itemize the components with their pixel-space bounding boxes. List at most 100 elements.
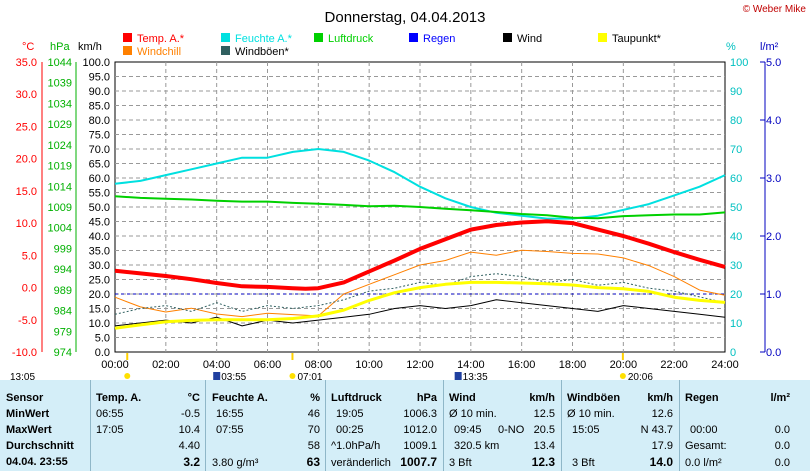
legend-label: Regen [423,33,455,45]
series-line-taupunkt [114,280,726,330]
press-min-value: 1006.3 [403,408,437,420]
event-markers: 13:05 03:55 07:01 13:35 20:06 [10,353,653,380]
rain-max-value: 0.0 [774,424,790,436]
wind-avg-value: 13.4 [533,440,555,452]
series-line-feuchte-a [114,148,726,220]
summary-table: Sensor MinWert MaxWert Durchschnitt 04.0… [0,380,810,471]
pressure-tick-label: 989 [54,285,72,297]
gust-min-value: 12.6 [651,408,673,420]
press-max-value: 1012.0 [403,424,437,436]
column-divider [561,380,562,471]
moon-icon [213,372,221,380]
event-time-label: 03:55 [221,372,246,380]
hum-avg-value: 58 [307,440,320,452]
rain-current-value: 0.0 [774,457,790,469]
temp-unit: °C [187,392,200,404]
wind-tick-label: 25.0 [89,275,110,287]
hum-max-time: 07:55 [216,424,244,436]
press-avg-value: 1009.1 [403,440,437,452]
legend-label: Luftdruck [328,33,374,45]
temp-tick-label: 30.0 [16,89,37,101]
x-tick-label: 16:00 [508,359,536,371]
event-time-label: 13:35 [463,372,488,380]
humidity-tick-label: 40 [730,231,742,243]
hum-title: Feuchte A. [212,392,268,404]
rain-tick-label: 5.0 [766,57,781,69]
temp-current-value: 3.2 [183,455,200,469]
wind-tick-label: 30.0 [89,260,110,272]
pressure-tick-label: 1014 [48,181,72,193]
series-line-wind [114,299,726,327]
temp-tick-label: -10.0 [12,347,37,359]
event-time-label: 13:05 [10,372,35,380]
series-line-windchill [114,249,726,318]
rain-tick-label: 4.0 [766,115,781,127]
legend-swatch [123,46,132,55]
hum-min-value: 46 [307,408,320,420]
legend-swatch [123,33,132,42]
legend-swatch [598,33,607,42]
y-tick-labels: 35.0 30.0 25.0 20.0 15.0 10.0 5.0 0.0 -5.0 -10.0 1… [12,57,781,359]
press-current-label: veränderlich [331,457,391,469]
wind-tick-label: 85.0 [89,101,110,113]
temp-max-time: 17:05 [96,424,124,436]
x-tick-label: 04:00 [203,359,231,371]
temp-tick-label: 10.0 [16,218,37,230]
press-current-value: 1007.7 [400,455,437,469]
gust-max-value: N 43.7 [640,424,673,436]
gust-current-value: 14.0 [649,455,673,469]
x-tick-label: 20:00 [610,359,638,371]
humidity-tick-label: 20 [730,289,742,301]
wind-current-beaufort: 3 Bft [449,457,472,469]
humidity-tick-label: 70 [730,144,742,156]
column-divider [443,380,444,471]
row-label-max: MaxWert [6,424,52,436]
pressure-tick-label: 1029 [48,119,72,131]
temp-tick-label: 20.0 [16,154,37,166]
humidity-tick-label: 80 [730,115,742,127]
copyright-label: © Weber Mike [743,4,807,15]
x-tick-label: 02:00 [152,359,180,371]
temp-axis-unit: °C [22,41,34,53]
wind-tick-label: 40.0 [89,231,110,243]
row-label-avg: Durchschnitt [6,440,74,452]
wind-max-value: 20.5 [533,424,555,436]
pressure-tick-label: 1034 [48,98,72,110]
wind-tick-label: 95.0 [89,72,110,84]
humidity-tick-label: 100 [730,57,748,69]
wind-axis-unit: km/h [78,41,102,53]
pressure-tick-label: 984 [54,306,72,318]
temp-tick-label: -5.0 [18,315,37,327]
rain-axis-unit: l/m² [760,41,779,53]
temp-avg-value: 4.40 [178,440,200,452]
gust-title: Windböen [567,392,621,404]
rain-tick-label: 2.0 [766,231,781,243]
temp-tick-label: 35.0 [16,57,37,69]
hum-max-value: 70 [307,424,320,436]
x-tick-label: 18:00 [559,359,587,371]
wind-min-label: Ø 10 min. [449,408,497,420]
legend-label: Windböen* [235,46,290,58]
press-trend-label: ^1.0hPa/h [331,440,381,452]
event-time-label: 20:06 [628,372,653,380]
wind-tick-label: 70.0 [89,144,110,156]
x-tick-labels: 00:00 02:00 04:00 06:00 08:00 10:00 12:00 14:00… [101,359,739,371]
hum-unit: % [310,392,320,404]
series-line-windb-en [114,273,726,315]
x-tick-label: 06:00 [254,359,282,371]
humidity-tick-label: 50 [730,202,742,214]
x-tick-label: 14:00 [457,359,485,371]
gust-avg-value: 17.9 [651,440,673,452]
gust-max-time: 15:05 [572,424,600,436]
wind-tick-label: 65.0 [89,159,110,171]
press-min-time: 19:05 [336,408,364,420]
legend-swatch [503,33,512,42]
press-unit: hPa [416,392,437,404]
sun-icon [124,373,131,379]
legend-swatch [221,46,230,55]
plot-area [114,61,726,353]
pressure-tick-label: 1024 [48,140,72,152]
hum-min-time: 16:55 [216,408,244,420]
row-label-current: 04.04. 23:55 [6,456,68,468]
wind-current-value: 12.3 [531,455,555,469]
